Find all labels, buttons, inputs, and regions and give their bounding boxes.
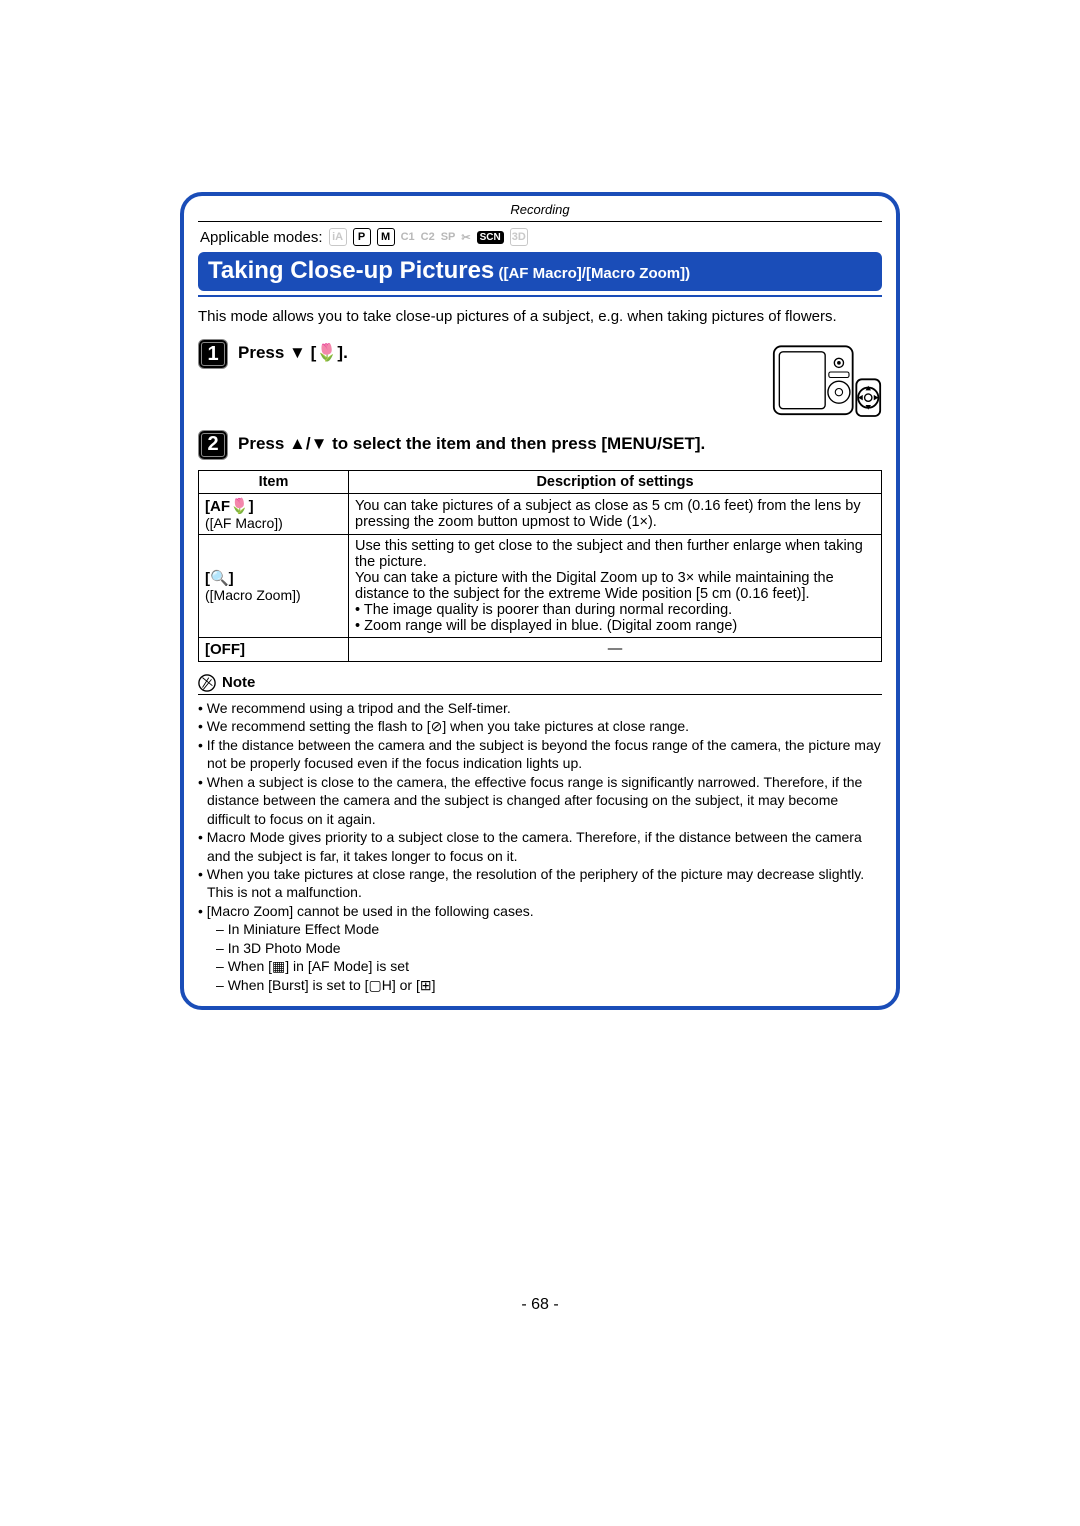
desc-line: • Zoom range will be displayed in blue. … [355,618,875,634]
mode-3d-icon: 3D [510,228,528,246]
step-1-block: 1 Press ▼ [🌷]. [198,339,882,422]
mode-scn-icon: SCN [477,231,504,244]
note-item: Macro Mode gives priority to a subject c… [198,828,882,865]
sub-note-item: When [Burst] is set to [▢H] or [⊞] [216,976,882,994]
page-title: Taking Close-up Pictures [208,257,494,284]
note-item: [Macro Zoom] cannot be used in the follo… [198,902,882,920]
item-label: ([AF Macro]) [205,515,342,531]
mode-c1-icon: C1 [401,231,415,243]
item-symbol: [OFF] [205,641,245,658]
mode-p-icon: P [353,228,371,246]
table-row: [AF🌷] ([AF Macro]) You can take pictures… [199,493,882,534]
note-item: If the distance between the camera and t… [198,736,882,773]
divider [198,221,882,222]
sub-note-item: In 3D Photo Mode [216,939,882,957]
step-2-row: 2 Press ▲/▼ to select the item and then … [198,430,882,460]
intro-text: This mode allows you to take close-up pi… [198,307,882,327]
page-number: - 68 - [0,1296,1080,1314]
item-label: ([Macro Zoom]) [205,587,342,603]
title-underline [198,295,882,297]
page-title-bar: Taking Close-up Pictures ([AF Macro]/[Ma… [198,252,882,291]
step-2-badge: 2 [198,430,228,460]
desc-cell: — [349,637,882,661]
item-symbol: [🔍] [205,569,342,587]
note-item: When a subject is close to the camera, t… [198,773,882,828]
table-row: [🔍] ([Macro Zoom]) Use this setting to g… [199,534,882,637]
step-1-row: 1 Press ▼ [🌷]. [198,339,348,369]
mode-sp-icon: SP [441,231,456,243]
applicable-modes-row: Applicable modes: iA P M C1 C2 SP ✂ SCN … [198,228,882,246]
camera-back-icon [772,339,882,422]
mode-clip-icon: ✂ [461,231,470,244]
item-cell: [AF🌷] ([AF Macro]) [199,493,349,534]
th-desc: Description of settings [349,470,882,493]
item-cell: [🔍] ([Macro Zoom]) [199,534,349,637]
note-heading: Note [222,674,255,691]
page-subtitle: ([AF Macro]/[Macro Zoom]) [494,265,690,282]
table-header-row: Item Description of settings [199,470,882,493]
th-item: Item [199,470,349,493]
applicable-label: Applicable modes: [200,229,323,246]
note-divider [198,694,882,695]
item-cell: [OFF] [199,637,349,661]
note-item: When you take pictures at close range, t… [198,865,882,902]
mode-c2-icon: C2 [421,231,435,243]
sub-note-item: In Miniature Effect Mode [216,920,882,938]
step-1-text: Press ▼ [🌷]. [238,339,348,363]
manual-page: Recording Applicable modes: iA P M C1 C2… [180,192,900,1010]
note-item: We recommend setting the flash to [⊘] wh… [198,717,882,735]
section-label: Recording [184,202,896,217]
step-2-text: Press ▲/▼ to select the item and then pr… [238,430,705,454]
desc-line: You can take a picture with the Digital … [355,570,875,602]
mode-m-icon: M [377,228,395,246]
sub-note-item: When [▦] in [AF Mode] is set [216,957,882,975]
note-heading-row: Note [198,674,882,692]
desc-cell: You can take pictures of a subject as cl… [349,493,882,534]
desc-cell: Use this setting to get close to the sub… [349,534,882,637]
settings-table: Item Description of settings [AF🌷] ([AF … [198,470,882,662]
note-item: We recommend using a tripod and the Self… [198,699,882,717]
desc-line: Use this setting to get close to the sub… [355,538,875,570]
sub-notes-list: In Miniature Effect Mode In 3D Photo Mod… [198,920,882,994]
step-1-badge: 1 [198,339,228,369]
note-icon [198,674,216,692]
notes-list: We recommend using a tripod and the Self… [198,699,882,921]
item-symbol: [AF🌷] [205,497,342,515]
desc-line: • The image quality is poorer than durin… [355,602,875,618]
mode-ia-icon: iA [329,228,347,246]
table-row: [OFF] — [199,637,882,661]
page-inner: Applicable modes: iA P M C1 C2 SP ✂ SCN … [184,221,896,994]
